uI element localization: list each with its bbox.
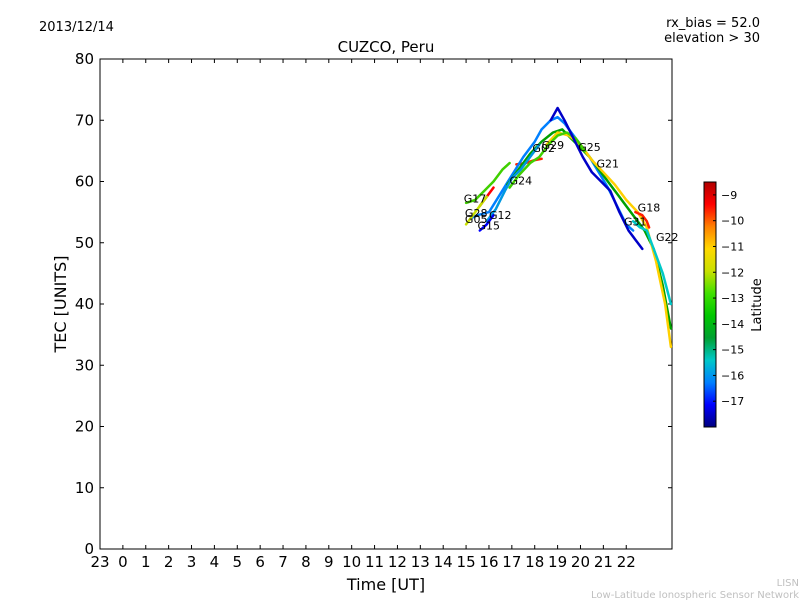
satellite-label-g29: G29: [542, 139, 565, 152]
satellite-label-g31: G31: [624, 216, 647, 229]
satellite-label-g05: G05: [465, 213, 488, 226]
footer-lisn: LISN: [777, 578, 799, 589]
x-tick-label: 9: [324, 553, 334, 571]
x-tick-label: 16: [479, 553, 498, 571]
chart-title: CUZCO, Peru: [338, 38, 435, 56]
colorbar-tick-label: −12: [721, 266, 744, 279]
x-tick-label: 23: [90, 553, 109, 571]
y-tick-label: 50: [75, 234, 94, 252]
x-axis-title: Time [UT]: [346, 575, 425, 594]
x-tick-label: 10: [342, 553, 361, 571]
series-line-g05: [464, 195, 488, 226]
y-tick-label: 40: [75, 295, 94, 313]
x-tick-label: 17: [502, 553, 521, 571]
x-tick-label: 1: [141, 553, 151, 571]
y-tick-label: 0: [84, 540, 94, 558]
x-tick-label: 3: [187, 553, 197, 571]
y-axis-title: TEC [UNITS]: [51, 256, 70, 354]
series-line-g17: [464, 161, 511, 205]
satellite-label-g24: G24: [510, 175, 533, 188]
date-label: 2013/12/14: [39, 20, 114, 35]
colorbar-tick-label: −17: [721, 395, 744, 408]
satellite-label-g28: G28: [465, 207, 488, 220]
x-tick-label: 21: [594, 553, 613, 571]
x-tick-label: 5: [233, 553, 243, 571]
series-line-g31: [549, 106, 644, 251]
colorbar: −9 −10 −11 −12 −13 −14 −15 −16 −17 Latitude: [703, 181, 765, 428]
x-tick-label: 22: [617, 553, 636, 571]
x-tick-label: 14: [434, 553, 453, 571]
series-line-g18: [634, 210, 651, 229]
colorbar-tick-label: −14: [721, 318, 744, 331]
y-tick-label: 20: [75, 418, 94, 436]
series-line-g22: [631, 220, 673, 306]
satellite-label-g18: G18: [638, 202, 661, 215]
colorbar-ticks: −9 −10 −11 −12 −13 −14 −15 −16 −17: [713, 189, 744, 408]
x-tick-label: 19: [548, 553, 567, 571]
colorbar-tick-label: −11: [721, 240, 744, 253]
footer-network: Low-Latitude Ionospheric Sensor Network: [591, 590, 799, 600]
x-tick-label: 8: [301, 553, 311, 571]
colorbar-tick-label: −13: [721, 292, 744, 305]
satellite-label-g15: G15: [478, 219, 501, 232]
plot-area: [99, 58, 673, 550]
x-tick-label: 13: [411, 553, 430, 571]
colorbar-tick-label: −9: [721, 189, 737, 202]
x-tick-label: 7: [278, 553, 288, 571]
x-tick-label: 4: [210, 553, 220, 571]
colorbar-tick-label: −15: [721, 344, 744, 357]
satellite-label-g21: G21: [596, 157, 619, 170]
satellite-label-g22: G22: [656, 231, 679, 244]
colorbar-tick-label: −16: [721, 369, 744, 382]
x-tick-label: 12: [388, 553, 407, 571]
rx-bias-label: rx_bias = 52.0: [666, 16, 760, 31]
x-tick-label: 15: [457, 553, 476, 571]
series-layer: [464, 106, 673, 349]
y-tick-label: 30: [75, 356, 94, 374]
y-tick-label: 70: [75, 111, 94, 129]
series-line-g12: [485, 143, 541, 223]
x-tick-label: 11: [365, 553, 384, 571]
x-tick-label: 2: [164, 553, 174, 571]
x-tick-label: 18: [525, 553, 544, 571]
x-tick-label: 0: [118, 553, 128, 571]
x-tick-label: 6: [255, 553, 265, 571]
colorbar-tick-label: −10: [721, 215, 744, 228]
y-axis: 0 10 20 30 40 50 60 70 80: [75, 50, 672, 558]
colorbar-gradient: [703, 181, 717, 428]
y-tick-label: 10: [75, 479, 94, 497]
elevation-label: elevation > 30: [664, 31, 760, 46]
satellite-label-g02: G02: [532, 142, 555, 155]
series-line-g15: [478, 213, 495, 232]
y-tick-label: 80: [75, 50, 94, 68]
x-tick-label: 20: [571, 553, 590, 571]
series-line-g21: [544, 131, 673, 349]
x-axis: 23 0 1 2 3 4 5 6 7 8 9 10 11 12 13 14 15 16 17 18 19 20 21 22: [90, 59, 636, 571]
satellite-label-g17: G17: [464, 192, 487, 205]
satellite-label-g25: G25: [578, 141, 601, 154]
colorbar-label: Latitude: [750, 278, 765, 332]
satellite-label-g12: G12: [489, 209, 512, 222]
y-tick-label: 60: [75, 173, 94, 191]
